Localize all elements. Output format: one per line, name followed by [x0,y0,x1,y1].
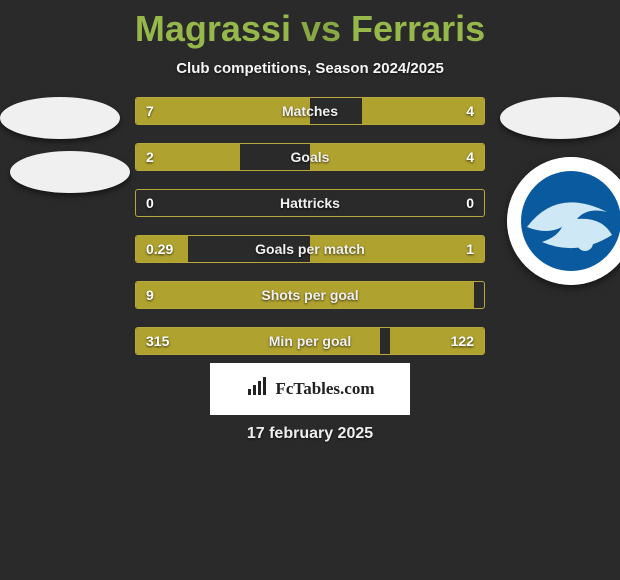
metric-row: 315122Min per goal [135,327,485,355]
metric-label: Goals per match [136,236,484,262]
brand-text: FcTables.com [275,379,374,399]
player-right-name: Ferraris [351,8,485,49]
vs-text: vs [301,8,341,49]
metric-label: Min per goal [136,328,484,354]
club-logo-right [507,157,620,285]
comparison-title: Magrassi vs Ferraris [0,0,620,50]
metric-row: 74Matches [135,97,485,125]
metric-row: 0.291Goals per match [135,235,485,263]
subtitle: Club competitions, Season 2024/2025 [0,60,620,77]
metric-label: Matches [136,98,484,124]
metric-label: Hattricks [136,190,484,216]
team-badge-left-1 [0,97,120,139]
metric-row: 24Goals [135,143,485,171]
player-left-name: Magrassi [135,8,291,49]
metric-row: 00Hattricks [135,189,485,217]
metric-bars: 74Matches 24Goals 00Hattricks 0.291Goals pe… [135,97,485,373]
chart-icon [245,375,269,404]
metric-label: Shots per goal [136,282,484,308]
team-badge-left-2 [10,151,130,193]
team-badge-right-1 [500,97,620,139]
comparison-arena: 74Matches 24Goals 00Hattricks 0.291Goals pe… [0,97,620,357]
snapshot-date: 17 february 2025 [0,425,620,443]
metric-label: Goals [136,144,484,170]
metric-row: 9Shots per goal [135,281,485,309]
